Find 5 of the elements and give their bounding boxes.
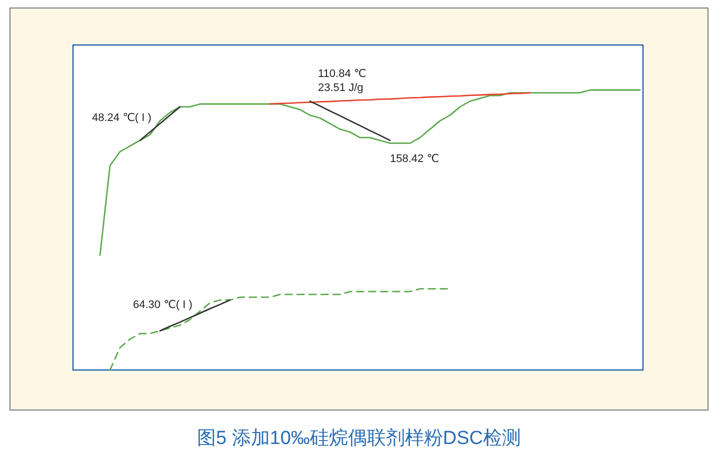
annotation: 158.42 ℃ — [390, 153, 440, 165]
annotation: 110.84 ℃ 23.51 J/g — [318, 68, 366, 94]
annotation: 64.30 ℃( I ) — [133, 299, 192, 311]
annotation: 48.24 ℃( I ) — [92, 112, 152, 124]
text: 图5 添加10‰硅烷偶联剂样粉DSC检测 — [196, 427, 522, 449]
